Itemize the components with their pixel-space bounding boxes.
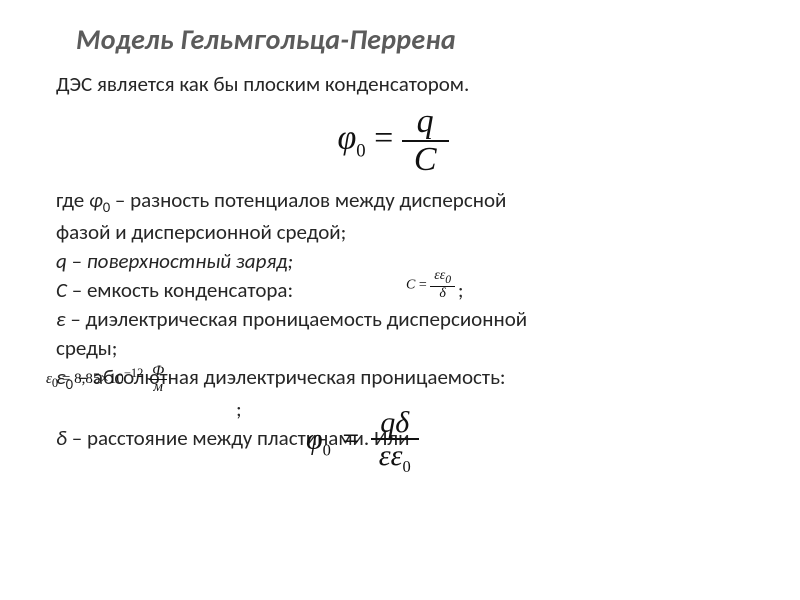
line-capacitance: С – емкость конденсатора: ; C = εε0 δ xyxy=(56,277,760,304)
line-delta: δ – расстояние между пластинами. Или φ0 … xyxy=(56,425,760,452)
expr: ε0 = 8,85×10−12 xyxy=(46,366,143,391)
text: где xyxy=(56,187,89,213)
frac-num: q xyxy=(402,104,449,142)
equation-eps0-value: ε0 = 8,85×10−12 Ф м xyxy=(46,364,167,397)
C-var: С xyxy=(56,277,67,303)
delta-var: δ xyxy=(56,425,67,451)
unit-num: Ф xyxy=(149,364,167,381)
text: – разность потенциалов между дисперсной xyxy=(110,187,506,213)
phi: φ xyxy=(306,422,323,455)
line-phi0: где φ0 – разность потенциалов между дисп… xyxy=(56,187,760,217)
text: – диэлектрическая проницаемость дисперси… xyxy=(66,306,528,332)
line-eps-cont: среды; xyxy=(56,335,760,362)
den: εε0 xyxy=(371,440,419,475)
equation-main: φ0 = q C xyxy=(26,104,760,177)
semi: ; xyxy=(236,396,242,422)
phi0-var: φ xyxy=(89,187,103,213)
unit-frac: Ф м xyxy=(149,364,167,397)
slide-body: ДЭС является как бы плоским конденсаторо… xyxy=(56,71,760,451)
slide: Модель Гельмгольца-Перрена ДЭС является … xyxy=(0,0,800,600)
frac-den: C xyxy=(402,142,449,178)
intro-text: ДЭС является как бы плоским конденсаторо… xyxy=(56,71,760,98)
eq-sup: −12 xyxy=(124,366,144,380)
frac-cap: εε0 δ xyxy=(430,269,455,302)
eps-var: ε xyxy=(56,306,66,332)
eq: = xyxy=(342,422,359,455)
eq-val: = 8,85×10 xyxy=(58,371,124,387)
den: δ xyxy=(430,287,455,302)
unit-den: м xyxy=(149,380,167,396)
phi-symbol: φ xyxy=(337,119,356,156)
line-eps0: ε0 – абсолютная диэлектрическая проницае… xyxy=(56,364,760,394)
num-b: δ xyxy=(395,406,409,439)
num: εε0 xyxy=(430,269,455,287)
den-a: εε xyxy=(379,439,403,472)
num: qδ xyxy=(371,407,419,441)
slide-title: Модель Гельмгольца-Перрена xyxy=(76,22,760,57)
equation-capacitance: C = εε0 δ xyxy=(406,269,455,302)
equation-final: φ0 = qδ εε0 xyxy=(306,407,419,476)
fraction-main: q C xyxy=(402,104,449,177)
text-q: q – поверхностный заряд; xyxy=(56,248,293,274)
line-phi0-cont: фазой и дисперсионной средой; xyxy=(56,219,760,246)
phi-sub: 0 xyxy=(323,440,331,459)
semi: ; xyxy=(458,277,464,303)
num-sub: 0 xyxy=(445,273,451,286)
lhs: C xyxy=(406,278,415,293)
eq: = xyxy=(415,278,430,293)
num-t: εε xyxy=(434,268,445,283)
text: – емкость конденсатора: xyxy=(67,277,293,303)
eq-sign: = xyxy=(374,119,393,156)
num-a: q xyxy=(380,406,395,439)
phi-sub: 0 xyxy=(356,140,365,161)
frac-final: qδ εε0 xyxy=(371,407,419,476)
line-eps: ε – диэлектрическая проницаемость диспер… xyxy=(56,306,760,333)
den-sub: 0 xyxy=(402,457,410,476)
